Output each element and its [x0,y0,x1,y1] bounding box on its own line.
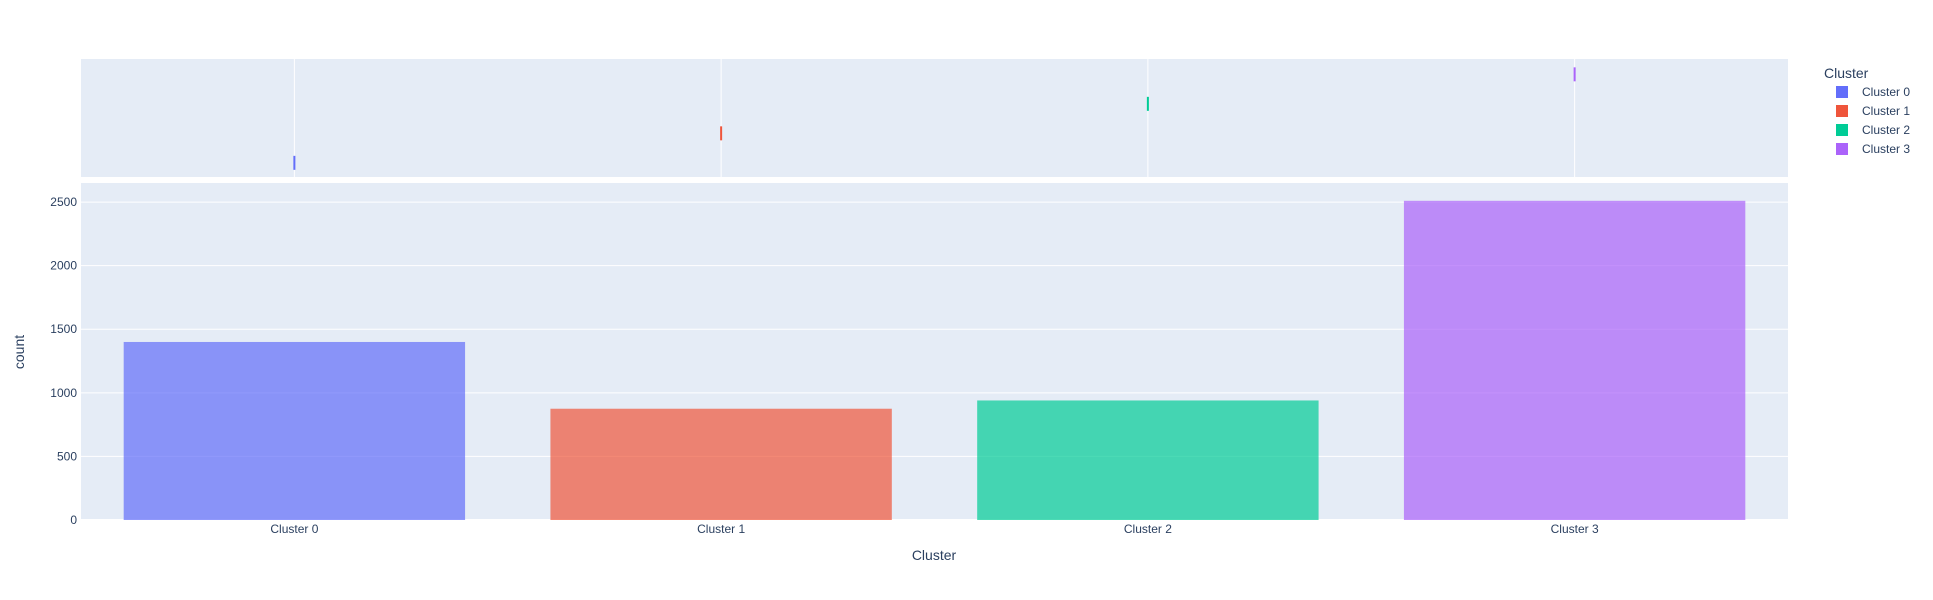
legend: Cluster Cluster 0 Cluster 1 Cluster 2 Clust… [1824,65,1910,156]
x-tick-label: Cluster 2 [1124,522,1172,536]
rug-plot-background [81,59,1788,177]
legend-entry-label[interactable]: Cluster 3 [1862,142,1910,156]
y-tick-label: 500 [57,449,77,463]
bar-cluster-0[interactable] [123,341,466,520]
legend-swatch[interactable] [1836,143,1848,155]
y-tick-label: 2500 [50,195,77,209]
legend-swatch[interactable] [1836,124,1848,136]
y-tick-labels: 0 500 1000 1500 2000 2500 [50,195,77,527]
x-tick-label: Cluster 3 [1551,522,1599,536]
legend-title: Cluster [1824,65,1869,81]
bars [123,200,1746,520]
x-tick-labels: Cluster 0 Cluster 1 Cluster 2 Cluster 3 [270,522,1599,536]
legend-swatch[interactable] [1836,105,1848,117]
x-tick-label: Cluster 1 [697,522,745,536]
legend-entry-label[interactable]: Cluster 0 [1862,85,1910,99]
x-tick-label: Cluster 0 [270,522,318,536]
y-axis-title: count [11,335,27,369]
y-tick-label: 2000 [50,259,77,273]
bar-cluster-1[interactable] [550,408,892,520]
legend-entry-label[interactable]: Cluster 1 [1862,104,1910,118]
x-axis-title: Cluster [912,547,957,563]
legend-swatch[interactable] [1836,86,1848,98]
bar-cluster-2[interactable] [977,400,1319,520]
rug-marks [293,67,1576,170]
bar-cluster-3[interactable] [1403,200,1746,520]
y-tick-label: 0 [70,513,77,527]
legend-entry-label[interactable]: Cluster 2 [1862,123,1910,137]
y-tick-label: 1500 [50,322,77,336]
y-tick-label: 1000 [50,386,77,400]
